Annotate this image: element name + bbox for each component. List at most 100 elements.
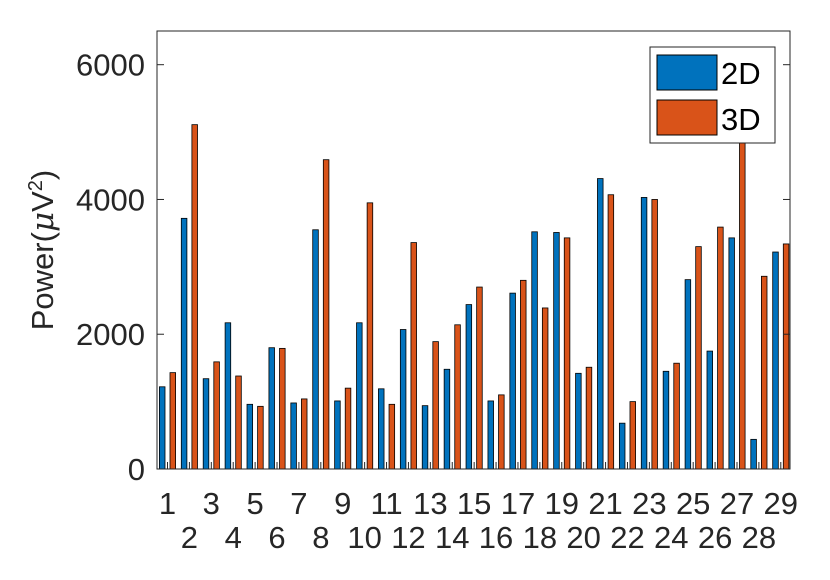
- x-tick-label-16: 16: [479, 520, 513, 555]
- bar-2d-12: [399, 329, 407, 470]
- x-tick-label-9: 9: [334, 486, 351, 521]
- legend: 2D 3D: [649, 46, 776, 144]
- bar-3d-6: [279, 347, 286, 470]
- bar-3d-20: [585, 366, 593, 470]
- bar-3d-24: [673, 362, 680, 470]
- axes-box: [156, 30, 791, 470]
- x-tick-label-28: 28: [742, 520, 776, 555]
- bar-2d-27: [728, 237, 735, 470]
- bar-3d-11: [388, 403, 396, 470]
- bar-2d-19: [553, 232, 560, 470]
- legend-swatch-3d: [656, 99, 718, 136]
- bar-2d-18: [531, 231, 538, 470]
- bar-3d-8: [322, 159, 330, 470]
- bar-3d-23: [651, 199, 658, 470]
- x-tick-label-21: 21: [588, 486, 622, 521]
- bar-3d-7: [301, 398, 308, 470]
- bar-2d-4: [224, 322, 232, 470]
- y-axis-title-close: ): [25, 170, 60, 180]
- bar-2d-7: [290, 402, 297, 470]
- x-tick-label-1: 1: [159, 486, 176, 521]
- bar-3d-19: [563, 237, 571, 470]
- bar-3d-13: [432, 341, 439, 470]
- bar-3d-21: [607, 194, 615, 470]
- bar-2d-14: [443, 368, 451, 470]
- bar-3d-25: [695, 246, 702, 470]
- bar-3d-5: [257, 405, 264, 470]
- bar-2d-8: [312, 229, 319, 470]
- x-tick-label-26: 26: [698, 520, 732, 555]
- y-axis-title-mu: μ: [25, 212, 61, 232]
- bar-3d-29: [782, 243, 790, 470]
- bar-2d-10: [356, 322, 363, 470]
- bar-2d-20: [575, 372, 582, 470]
- x-tick-label-5: 5: [246, 486, 263, 521]
- bar-2d-24: [662, 370, 670, 470]
- x-tick-label-23: 23: [632, 486, 666, 521]
- bar-3d-1: [169, 372, 176, 470]
- x-tick-label-2: 2: [181, 520, 198, 555]
- bar-2d-17: [509, 292, 516, 470]
- x-tick-label-19: 19: [545, 486, 579, 521]
- bar-3d-27: [739, 129, 746, 470]
- x-tick-label-13: 13: [413, 486, 447, 521]
- x-tick-labels: 1234567891011121314151617181920212223242…: [159, 486, 798, 555]
- y-tick-label-4000: 4000: [76, 182, 145, 217]
- x-tick-label-17: 17: [501, 486, 535, 521]
- bar-3d-2: [191, 124, 198, 470]
- bar-2d-6: [268, 347, 275, 470]
- bar-2d-16: [487, 400, 494, 470]
- bar-3d-22: [629, 401, 636, 470]
- bar-3d-26: [717, 226, 724, 470]
- x-tick-label-15: 15: [457, 486, 491, 521]
- legend-label-2d: 2D: [721, 56, 761, 91]
- bar-2d-1: [158, 386, 166, 470]
- y-tick-label-0: 0: [128, 452, 145, 487]
- bar-3d-14: [454, 324, 461, 470]
- bar-2d-25: [684, 279, 692, 470]
- y-axis-title-unit: V: [25, 191, 60, 212]
- legend-swatch-2d: [656, 54, 718, 91]
- x-tick-label-10: 10: [347, 520, 381, 555]
- bar-2d-22: [618, 422, 626, 470]
- x-tick-label-14: 14: [435, 520, 469, 555]
- bar-3d-16: [498, 394, 505, 470]
- bar-3d-9: [344, 387, 352, 470]
- x-tick-label-25: 25: [676, 486, 710, 521]
- bar-2d-5: [246, 403, 254, 470]
- bar-3d-10: [366, 202, 374, 470]
- bar-2d-28: [750, 438, 757, 470]
- y-tick-label-2000: 2000: [76, 317, 145, 352]
- bar-2d-29: [772, 251, 779, 470]
- bar-3d-17: [520, 279, 527, 470]
- bar-2d-23: [640, 197, 648, 470]
- x-tick-label-27: 27: [720, 486, 754, 521]
- y-axis-title: Power(μV2): [25, 170, 61, 331]
- bar-2d-2: [180, 217, 188, 470]
- y-tick-label-6000: 6000: [76, 48, 145, 83]
- ticks-layer: [157, 64, 790, 470]
- bar-3d-15: [476, 286, 483, 470]
- x-tick-label-18: 18: [523, 520, 557, 555]
- x-tick-label-4: 4: [225, 520, 242, 555]
- bar-2d-11: [378, 388, 385, 470]
- y-axis-title-exp: 2: [25, 180, 47, 191]
- y-axis-title-main: Power(: [25, 231, 60, 330]
- x-tick-label-20: 20: [566, 520, 600, 555]
- bar-2d-15: [465, 304, 473, 470]
- x-tick-label-11: 11: [370, 486, 402, 521]
- x-tick-label-29: 29: [764, 486, 798, 521]
- bar-2d-9: [334, 400, 341, 470]
- y-tick-labels: 0 2000 4000 6000: [76, 48, 145, 487]
- bar-3d-18: [541, 307, 549, 470]
- x-tick-label-7: 7: [290, 486, 307, 521]
- bar-3d-3: [213, 361, 220, 470]
- bar-2d-13: [421, 405, 429, 470]
- bar-2d-26: [706, 350, 713, 470]
- x-tick-label-22: 22: [610, 520, 644, 555]
- bar-3d-12: [410, 242, 417, 470]
- legend-label-3d: 3D: [721, 102, 761, 137]
- x-tick-label-8: 8: [312, 520, 329, 555]
